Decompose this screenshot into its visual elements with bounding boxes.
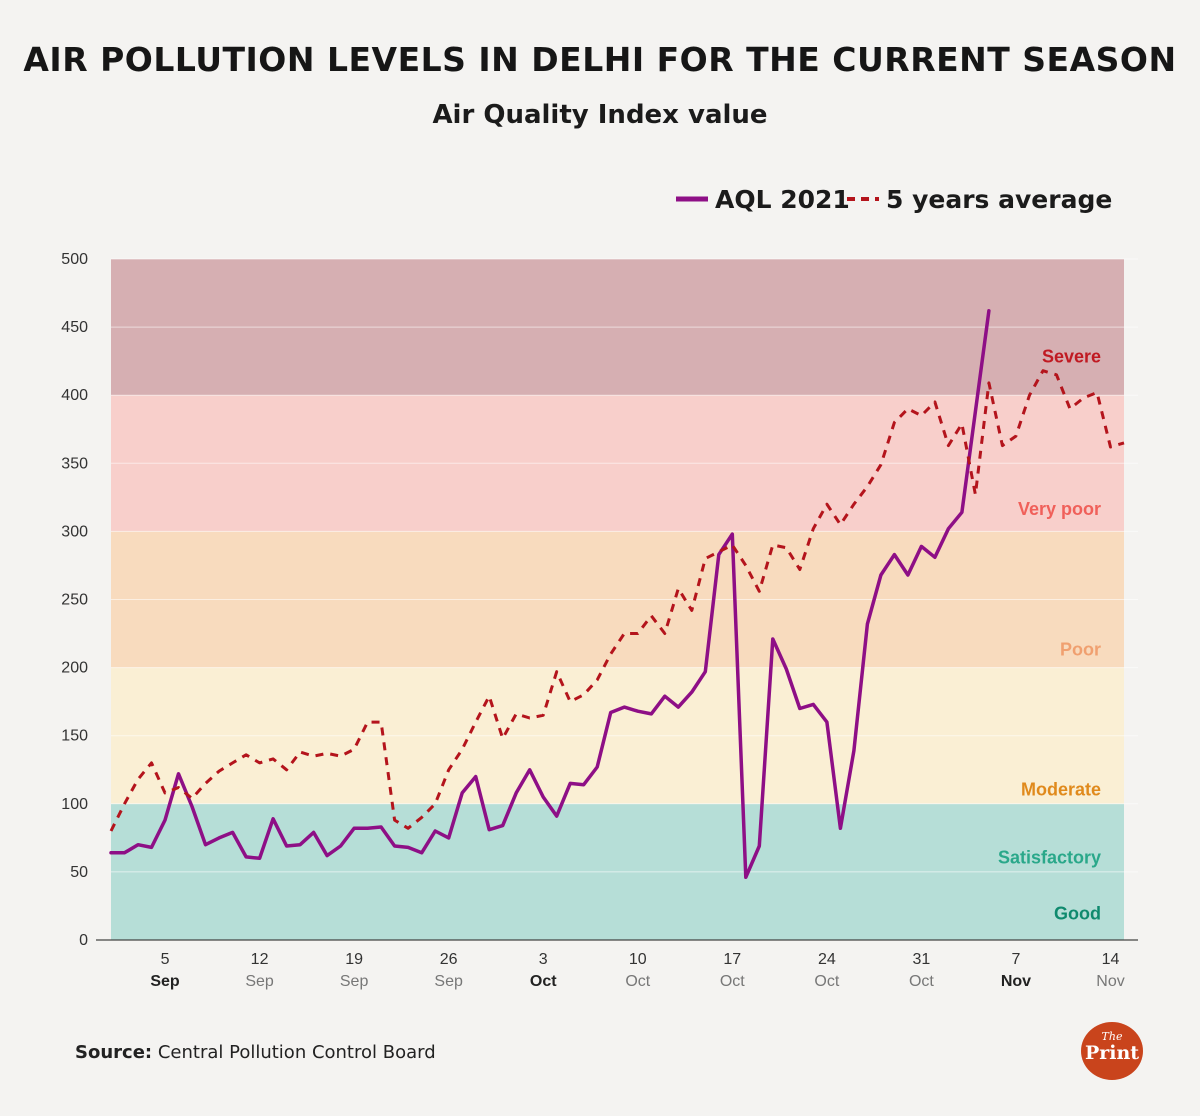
x-tick-month: Sep [245, 973, 274, 990]
band-satisfactory [111, 803, 1124, 872]
y-tick-label: 400 [61, 387, 88, 404]
x-tick-month: Nov [1001, 973, 1031, 990]
y-tick-label: 300 [61, 523, 88, 540]
y-tick-label: 450 [61, 319, 88, 336]
x-tick-month: Sep [434, 973, 463, 990]
y-axis-tick-labels: 0 50 100 150 200 250 300 350 400 450 500 [61, 251, 88, 949]
y-tick-label: 500 [61, 251, 88, 268]
y-tick-label: 0 [79, 932, 88, 949]
y-tick-label: 200 [61, 660, 88, 677]
y-tick-label: 50 [70, 864, 88, 881]
band-label: Moderate [1021, 780, 1101, 800]
x-tick-month: Oct [720, 973, 745, 990]
x-tick-label: 31 [913, 951, 931, 968]
logo-the: The [1101, 1030, 1123, 1043]
y-tick-label: 250 [61, 592, 88, 609]
x-tick-month: Oct [814, 973, 839, 990]
legend: AQL 2021 5 years average [676, 185, 1112, 214]
x-tick-label: 19 [345, 951, 363, 968]
x-tick-label: 24 [818, 951, 836, 968]
gridlines [111, 258, 1138, 873]
legend-label-average: 5 years average [886, 185, 1112, 214]
y-tick-label: 350 [61, 455, 88, 472]
x-tick-month: Oct [625, 973, 650, 990]
band-label: Satisfactory [998, 848, 1101, 868]
band-label: Very poor [1018, 499, 1101, 519]
band-good [111, 871, 1124, 940]
series-lines [109, 309, 1125, 880]
x-tick-label: 7 [1011, 951, 1020, 968]
band-labels: Good Satisfactory Moderate Poor Very poor Sev… [998, 347, 1101, 924]
x-tick-label: 12 [251, 951, 269, 968]
x-tick-month: Sep [150, 973, 180, 990]
source-note: Source: Central Pollution Control Board [75, 1042, 436, 1063]
y-tick-label: 100 [61, 796, 88, 813]
x-tick-label: 14 [1102, 951, 1120, 968]
x-tick-label: 5 [161, 951, 170, 968]
x-tick-month: Nov [1096, 973, 1124, 990]
theprint-logo: The Print [1081, 1022, 1143, 1080]
series-line-aql-2021 [109, 309, 991, 880]
y-tick-label: 150 [61, 728, 88, 745]
x-axis: 5 Sep 12 Sep 19 Sep 26 Sep 3 Oct 10 Oct 17 Oct 24 Oct 31… [96, 939, 1138, 990]
x-tick-label: 10 [629, 951, 647, 968]
x-tick-month: Oct [530, 973, 557, 990]
x-tick-label: 3 [539, 951, 548, 968]
x-tick-month: Sep [340, 973, 369, 990]
logo-print: Print [1084, 1042, 1140, 1064]
x-tick-label: 26 [440, 951, 458, 968]
legend-label-aql: AQL 2021 [715, 185, 850, 214]
x-tick-month: Oct [909, 973, 934, 990]
chart-subtitle: Air Quality Index value [432, 100, 768, 130]
source-label: Source: [75, 1042, 153, 1063]
x-tick-label: 17 [723, 951, 741, 968]
source-text: Central Pollution Control Board [157, 1042, 436, 1063]
band-label: Poor [1060, 639, 1101, 659]
band-label: Good [1054, 904, 1101, 924]
band-label: Severe [1042, 347, 1101, 367]
chart-title: AIR POLLUTION LEVELS IN DELHI FOR THE CU… [23, 40, 1177, 79]
